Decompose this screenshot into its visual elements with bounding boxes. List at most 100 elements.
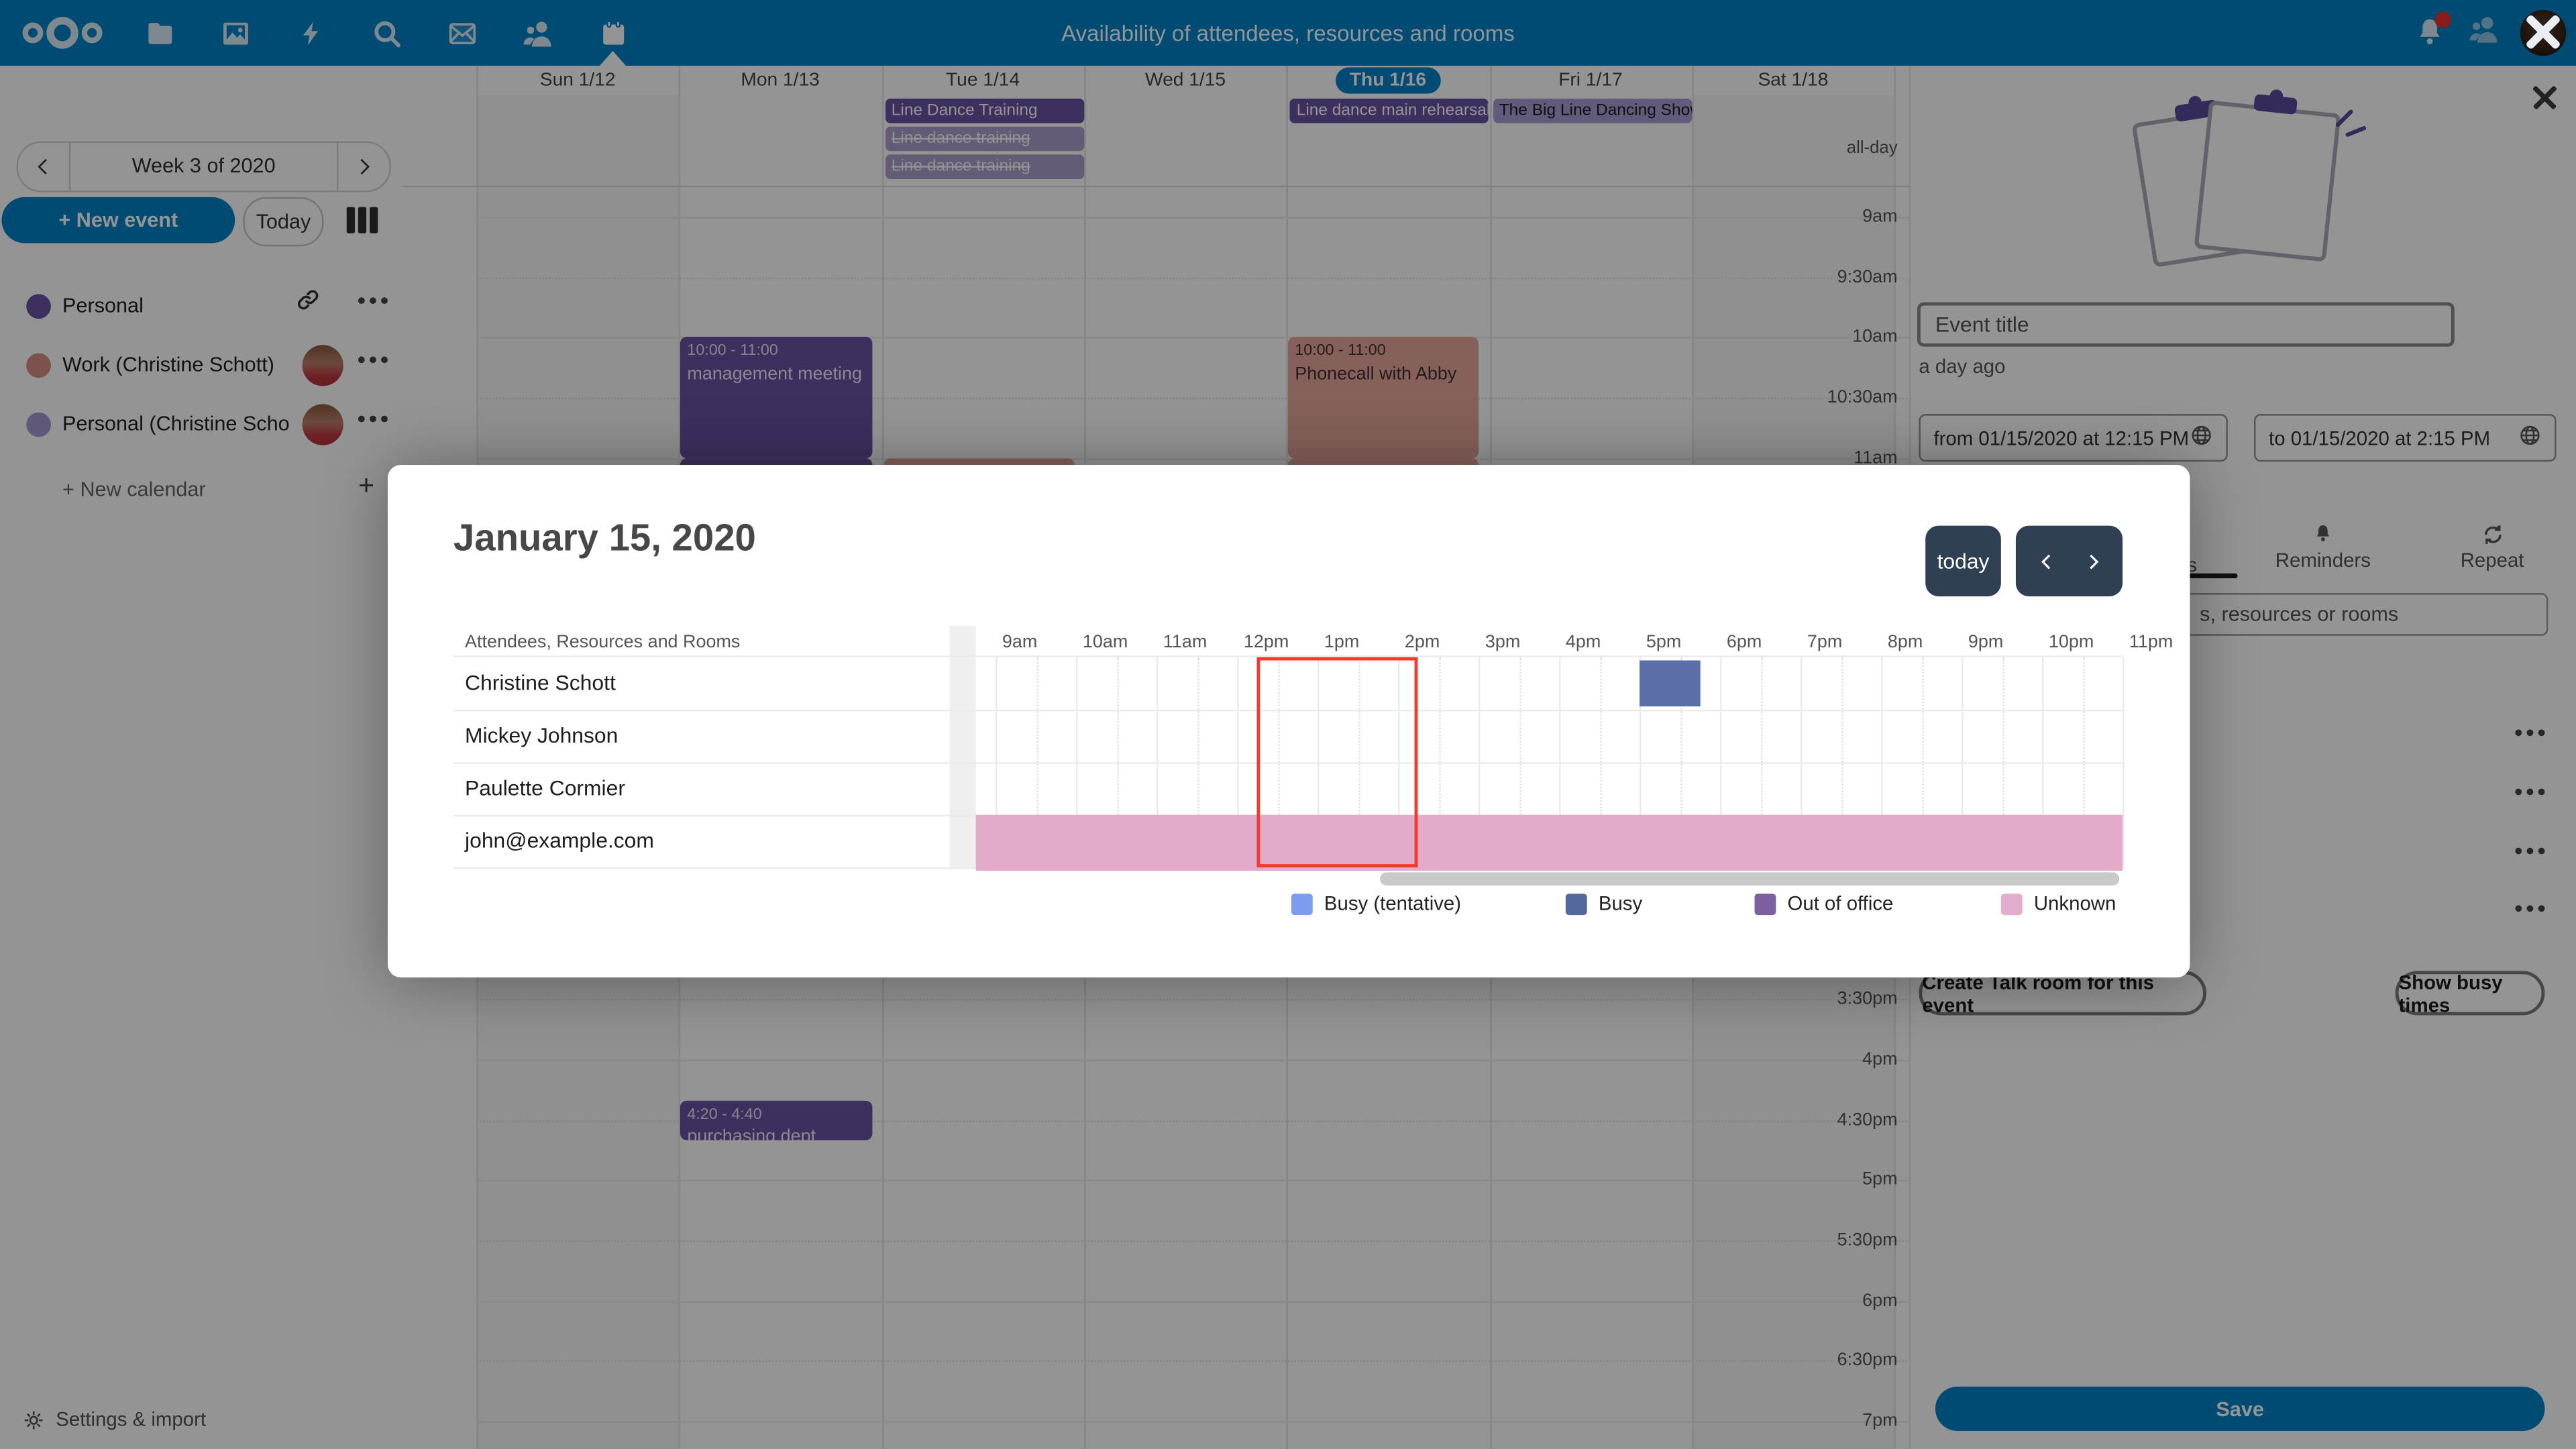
day-header-sat[interactable]: Sat 1/18: [1758, 70, 1829, 91]
event-time: 4:20 - 4:40: [687, 1104, 762, 1123]
modal-date-title: January 15, 2020: [453, 515, 756, 559]
calendar-color-dot: [26, 412, 51, 437]
week-view-toggle-icon[interactable]: [346, 207, 378, 233]
time-axis-label: 6:30pm: [1837, 1350, 1898, 1371]
attendee-search-fragment: s, resources or rooms: [2200, 602, 2399, 627]
attendee-row-menu[interactable]: [2515, 905, 2545, 912]
tab-repeat[interactable]: Repeat: [2448, 523, 2536, 572]
day-header-fri[interactable]: Fri 1/17: [1558, 70, 1623, 91]
calendar-list-item[interactable]: Personal (Christine Scho…: [0, 396, 402, 455]
notifications-bell-icon[interactable]: [2412, 11, 2451, 51]
contacts-menu-icon[interactable]: [2464, 9, 2504, 56]
hour-gridline: [2123, 657, 2125, 868]
allday-event[interactable]: Line dance main rehearsal: [1289, 98, 1489, 123]
proposed-slot-outline: [1257, 657, 1419, 868]
legend-item: Busy: [1565, 892, 1642, 915]
grid-hour-line: [476, 217, 1911, 219]
grid-hour-line: [476, 1000, 1911, 1002]
time-axis-label: 11am: [1854, 447, 1898, 468]
time-axis-label: 4pm: [1862, 1050, 1898, 1070]
attendee-row-name: Christine Schott: [465, 670, 616, 695]
end-datetime-field[interactable]: to 01/15/2020 at 2:15 PM: [2254, 414, 2557, 462]
next-week-button[interactable]: [338, 143, 389, 191]
legend-label: Busy (tentative): [1324, 892, 1462, 916]
save-button[interactable]: Save: [1935, 1386, 2545, 1432]
day-header-tue[interactable]: Tue 1/14: [946, 70, 1020, 91]
calendar-list-item[interactable]: Work (Christine Schott): [0, 337, 402, 396]
start-datetime-value: from 01/15/2020 at 12:15 PM: [1933, 426, 2190, 449]
day-header-thu[interactable]: Thu 1/16: [1287, 66, 1489, 95]
event-title: purchasing dept: [687, 1126, 816, 1140]
app-files-icon[interactable]: [131, 0, 187, 66]
time-axis-label: 10:30am: [1827, 387, 1898, 408]
timezone-globe-icon[interactable]: [2190, 424, 2212, 452]
modal-today-button[interactable]: today: [1925, 525, 2001, 596]
hour-axis-label: 1pm: [1324, 632, 1360, 653]
next-day-icon[interactable]: [2082, 551, 2102, 571]
app-photos-icon[interactable]: [207, 0, 263, 66]
grid-hour-line: [476, 1059, 1911, 1062]
hour-axis-label: 5pm: [1646, 632, 1682, 653]
cursor-close-x-icon[interactable]: [2518, 7, 2567, 56]
create-talk-room-button[interactable]: Create Talk room for this event: [1919, 970, 2206, 1016]
allday-divider: [402, 185, 1911, 188]
today-button[interactable]: Today: [243, 197, 324, 247]
show-busy-times-button[interactable]: Show busy times: [2395, 970, 2545, 1016]
reminders-tab-label: Reminders: [2275, 548, 2371, 572]
settings-import-button[interactable]: Settings & import: [23, 1408, 206, 1431]
share-link-icon[interactable]: [296, 288, 321, 321]
attendee-search-input[interactable]: s, resources or rooms: [1919, 593, 2548, 636]
calendar-name: Personal (Christine Scho…: [62, 412, 290, 435]
nextcloud-logo[interactable]: [13, 0, 112, 66]
calendar-list-item[interactable]: Personal: [0, 278, 402, 337]
availability-busy-block: [1640, 660, 1701, 707]
previous-day-icon[interactable]: [2037, 551, 2056, 571]
calendar-actions-menu[interactable]: [358, 356, 388, 364]
calendar-color-dot: [26, 294, 51, 319]
attendee-row-menu[interactable]: [2515, 847, 2545, 855]
timeline-scrollbar-thumb[interactable]: [1380, 872, 2120, 885]
allday-event[interactable]: The Big Line Dancing Show: [1492, 98, 1692, 123]
week-label[interactable]: Week 3 of 2020: [68, 143, 339, 191]
new-event-button[interactable]: + New event: [1, 197, 235, 244]
calendar-actions-menu[interactable]: [358, 297, 388, 305]
hour-axis-label: 3pm: [1485, 632, 1521, 653]
start-datetime-field[interactable]: from 01/15/2020 at 12:15 PM: [1919, 414, 2228, 462]
allday-event[interactable]: Line Dance Training: [885, 98, 1085, 123]
names-scrollbar-track[interactable]: [949, 626, 976, 868]
grid-hour-line: [476, 1120, 1911, 1122]
time-axis-label: 9am: [1862, 207, 1898, 227]
page-title: Availability of attendees, resources and…: [1061, 20, 1515, 46]
day-header-mon[interactable]: Mon 1/13: [741, 70, 820, 91]
app-activity-icon[interactable]: [282, 0, 338, 66]
attendee-row-name: john@example.com: [465, 828, 654, 853]
grid-hour-line: [476, 1180, 1911, 1182]
bell-icon: [2273, 523, 2372, 545]
notification-badge: [2434, 11, 2451, 28]
timezone-globe-icon[interactable]: [2518, 424, 2541, 452]
settings-import-label: Settings & import: [56, 1407, 207, 1432]
day-header-sun[interactable]: Sun 1/12: [539, 70, 616, 91]
event-time: 10:00 - 11:00: [1295, 342, 1386, 361]
allday-event[interactable]: Line dance training: [885, 126, 1085, 152]
app-mail-icon[interactable]: [434, 0, 490, 66]
app-contacts-icon[interactable]: [509, 0, 565, 66]
new-calendar-item[interactable]: + New calendar +: [0, 462, 402, 521]
calendar-event[interactable]: 10:00 - 11:00 management meeting: [680, 337, 872, 458]
event-editor-panel: Event title a day ago from 01/15/2020 at…: [1909, 65, 2576, 1449]
previous-week-button[interactable]: [18, 143, 69, 191]
app-search-icon[interactable]: [358, 0, 414, 66]
attendee-row-menu[interactable]: [2515, 729, 2545, 737]
calendar-actions-menu[interactable]: [358, 415, 388, 423]
calendar-event[interactable]: 4:20 - 4:40 purchasing dept: [680, 1099, 872, 1140]
attendee-row-menu[interactable]: [2515, 788, 2545, 796]
app-calendar-icon[interactable]: [585, 0, 641, 66]
calendar-event[interactable]: 10:00 - 11:00 Phonecall with Abby: [1288, 337, 1480, 458]
event-title-input[interactable]: Event title: [1917, 302, 2455, 347]
hour-axis-label: 11am: [1163, 632, 1208, 653]
day-header-wed[interactable]: Wed 1/15: [1145, 70, 1226, 91]
allday-event[interactable]: Line dance training: [885, 154, 1085, 179]
tab-reminders[interactable]: Reminders: [2273, 523, 2372, 572]
hour-axis-label: 12pm: [1243, 632, 1289, 653]
